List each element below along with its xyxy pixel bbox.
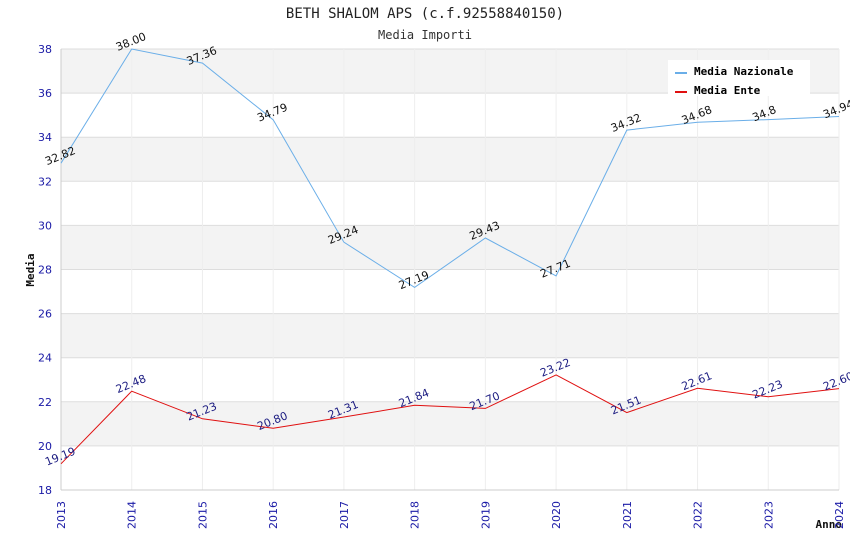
y-tick-label: 30 (38, 219, 52, 232)
chart-title: BETH SHALOM APS (c.f.92558840150) (286, 6, 564, 22)
x-tick-label: 2015 (196, 501, 209, 529)
plot-band (61, 313, 839, 358)
x-tick-label: 2023 (762, 501, 775, 529)
x-tick-labels: 2013 2014 2015 2016 2017 2018 2019 2020 2021 2022… (55, 501, 846, 529)
series-lines (60, 48, 840, 465)
legend-label-media-ente: Media Ente (694, 84, 761, 97)
plot-band (61, 93, 839, 138)
legend-label-media-nazionale: Media Nazionale (694, 65, 794, 78)
plot-band (61, 137, 839, 182)
x-tick-label: 2021 (621, 501, 634, 529)
plot-background-bands (61, 49, 839, 490)
y-tick-label: 34 (38, 131, 52, 144)
chart-subtitle: Media Importi (378, 28, 472, 42)
plot-band (61, 401, 839, 446)
y-tick-label: 32 (38, 175, 52, 188)
plot-band (61, 445, 839, 490)
y-axis-label: Media (24, 253, 37, 286)
y-tick-label: 38 (38, 43, 52, 56)
y-tick-label: 18 (38, 484, 52, 497)
y-tick-label: 20 (38, 440, 52, 453)
y-tick-label: 24 (38, 352, 52, 365)
plot-band (61, 181, 839, 226)
x-tick-label: 2019 (479, 501, 492, 529)
x-tick-label: 2020 (550, 501, 563, 529)
series-line-media-nazionale (60, 48, 840, 289)
legend-box (668, 60, 810, 96)
x-tick-label: 2018 (409, 501, 422, 529)
x-tick-label: 2017 (338, 501, 351, 529)
x-tick-label: 2022 (692, 501, 705, 529)
x-axis-label: Anno (816, 518, 843, 531)
plot-band (61, 269, 839, 314)
y-tick-label: 36 (38, 87, 52, 100)
y-tick-label: 26 (38, 308, 52, 321)
series-line-media-ente (60, 374, 840, 465)
x-tick-label: 2013 (55, 501, 68, 529)
y-tick-label: 28 (38, 264, 52, 277)
x-tick-label: 2014 (126, 501, 139, 529)
y-tick-labels: 18 20 22 24 26 28 30 32 34 36 38 (38, 43, 52, 497)
plot-band (61, 357, 839, 402)
legend: Media Nazionale Media Ente (668, 60, 810, 97)
y-tick-label: 22 (38, 396, 52, 409)
x-tick-label: 2024 (833, 501, 846, 529)
x-tick-label: 2016 (267, 501, 280, 529)
